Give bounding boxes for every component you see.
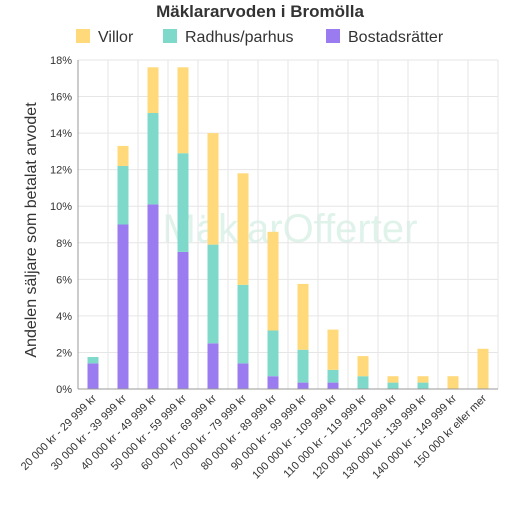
legend-swatch <box>326 29 340 43</box>
bar-villor[interactable] <box>117 145 129 167</box>
bar-villor[interactable] <box>147 67 159 114</box>
bar-villor[interactable] <box>477 348 489 389</box>
legend-item-villor[interactable]: Villor <box>76 29 134 46</box>
bar-radhus-parhus[interactable] <box>147 113 159 205</box>
y-tick-label: 0% <box>56 384 72 396</box>
bar-villor[interactable] <box>297 283 309 350</box>
grid <box>77 59 499 390</box>
bar-radhus-parhus[interactable] <box>417 382 429 389</box>
bar-radhus-parhus[interactable] <box>387 382 399 389</box>
legend-swatch <box>163 29 177 43</box>
bar-radhus-parhus[interactable] <box>177 153 189 252</box>
bar-villor[interactable] <box>237 173 249 285</box>
bar-radhus-parhus[interactable] <box>237 284 249 364</box>
bar-bostadsrätter[interactable] <box>297 382 309 389</box>
bar-bostadsrätter[interactable] <box>327 382 339 389</box>
bar-radhus-parhus[interactable] <box>327 369 339 383</box>
bar-bostadsrätter[interactable] <box>87 363 99 389</box>
y-tick-labels: 0% 2% 4% 6% 8% 10% 12% 14% 16% 18% <box>50 55 72 396</box>
bar-villor[interactable] <box>207 133 219 245</box>
bar-villor[interactable] <box>177 67 189 154</box>
y-axis-label: Andelen säljare som betalat arvodet <box>23 102 40 358</box>
bar-bostadsrätter[interactable] <box>147 204 159 389</box>
axes <box>77 60 498 390</box>
y-tick-label: 4% <box>56 311 72 323</box>
bar-bostadsrätter[interactable] <box>237 363 249 389</box>
y-tick-label: 8% <box>56 238 72 250</box>
legend[interactable]: Villor Radhus/parhus Bostadsrätter <box>76 29 444 46</box>
y-tick-label: 10% <box>50 201 72 213</box>
legend-item-bostadsrätter[interactable]: Bostadsrätter <box>326 29 444 46</box>
bar-bostadsrätter[interactable] <box>267 376 279 389</box>
y-tick-label: 18% <box>50 55 72 67</box>
bar-villor[interactable] <box>447 376 459 389</box>
bar-villor[interactable] <box>417 376 429 383</box>
legend-label: Villor <box>98 29 134 46</box>
bar-radhus-parhus[interactable] <box>357 376 369 389</box>
y-tick-label: 16% <box>50 92 72 104</box>
chart-title: Mäklararvoden i Bromölla <box>156 2 364 21</box>
bar-radhus-parhus[interactable] <box>117 166 129 225</box>
bar-bostadsrätter[interactable] <box>177 251 189 389</box>
y-tick-label: 12% <box>50 165 72 177</box>
watermark-text: MäklarOfferter <box>163 207 418 251</box>
bar-radhus-parhus[interactable] <box>297 349 309 383</box>
y-tick-label: 6% <box>56 274 72 286</box>
bars <box>87 67 489 390</box>
bar-radhus-parhus[interactable] <box>87 357 99 364</box>
legend-label: Bostadsrätter <box>348 29 444 46</box>
bar-bostadsrätter[interactable] <box>117 224 129 390</box>
bar-villor[interactable] <box>357 356 369 377</box>
bar-villor[interactable] <box>327 329 339 370</box>
legend-item-radhus-parhus[interactable]: Radhus/parhus <box>163 29 294 46</box>
legend-swatch <box>76 29 90 43</box>
bar-radhus-parhus[interactable] <box>207 244 219 344</box>
bar-radhus-parhus[interactable] <box>267 330 279 377</box>
y-tick-label: 2% <box>56 347 72 359</box>
legend-label: Radhus/parhus <box>185 29 294 46</box>
bar-villor[interactable] <box>387 376 399 383</box>
bar-villor[interactable] <box>267 231 279 331</box>
bar-bostadsrätter[interactable] <box>207 343 219 389</box>
y-tick-label: 14% <box>50 128 72 140</box>
